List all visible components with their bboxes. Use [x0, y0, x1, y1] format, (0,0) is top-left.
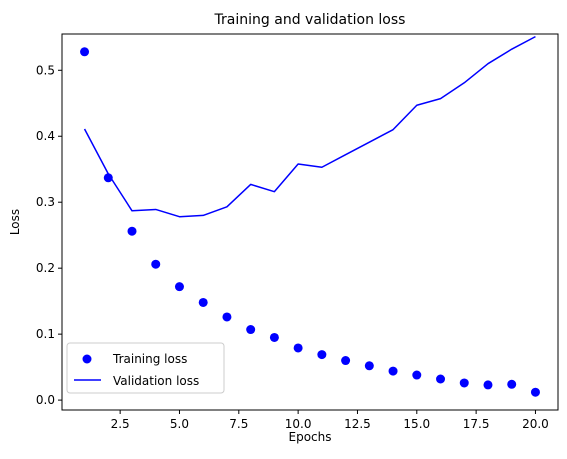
y-axis: 0.0 0.1 0.2 0.3 0.4 0.5 [36, 63, 62, 407]
data-point-training-loss [246, 325, 256, 335]
x-tick-label: 2.5 [111, 417, 130, 431]
plot-area [80, 35, 540, 397]
data-point-training-loss [341, 356, 351, 366]
y-axis-label: Loss [8, 209, 22, 235]
chart-title: Training and validation loss [214, 12, 406, 28]
data-point-training-loss [459, 378, 469, 388]
x-tick-label: 15.0 [403, 417, 430, 431]
x-axis-label: Epochs [289, 430, 332, 444]
legend-box [66, 342, 225, 394]
data-point-training-loss [127, 226, 137, 236]
data-point-training-loss [483, 380, 493, 390]
x-tick-label: 10.0 [285, 417, 312, 431]
x-tick-label: 17.5 [463, 417, 490, 431]
legend: Training loss Validation loss [66, 342, 225, 394]
legend-label-training-loss: Training loss [112, 352, 187, 366]
y-tick-label: 0.3 [36, 195, 55, 209]
y-tick-label: 0.1 [36, 327, 55, 341]
data-point-training-loss [80, 47, 90, 57]
data-point-training-loss [317, 350, 327, 360]
data-point-training-loss [222, 312, 232, 322]
series-line-validation-loss [83, 35, 536, 218]
x-axis: 2.5 5.0 7.5 10.0 12.5 15.0 17.5 20.0 [111, 410, 549, 431]
legend-label-validation-loss: Validation loss [113, 374, 199, 388]
data-point-training-loss [269, 332, 279, 342]
data-point-training-loss [412, 370, 422, 380]
y-tick-label: 0.5 [36, 63, 55, 77]
y-tick-label: 0.4 [36, 129, 55, 143]
x-tick-label: 20.0 [522, 417, 549, 431]
data-point-training-loss [174, 282, 184, 292]
data-point-training-loss [293, 343, 303, 353]
data-point-training-loss [364, 361, 374, 371]
x-tick-label: 12.5 [344, 417, 371, 431]
data-point-training-loss [436, 374, 446, 384]
data-point-training-loss [198, 297, 208, 307]
data-point-training-loss [507, 379, 517, 389]
y-tick-label: 0.2 [36, 261, 55, 275]
x-tick-label: 7.5 [229, 417, 248, 431]
data-point-training-loss [530, 387, 540, 397]
legend-marker-training-loss [82, 354, 92, 364]
data-point-training-loss [151, 259, 161, 269]
plot-frame [61, 33, 559, 411]
y-tick-label: 0.0 [36, 393, 55, 407]
x-tick-label: 5.0 [170, 417, 189, 431]
data-point-training-loss [388, 366, 398, 376]
data-point-training-loss [103, 173, 113, 183]
